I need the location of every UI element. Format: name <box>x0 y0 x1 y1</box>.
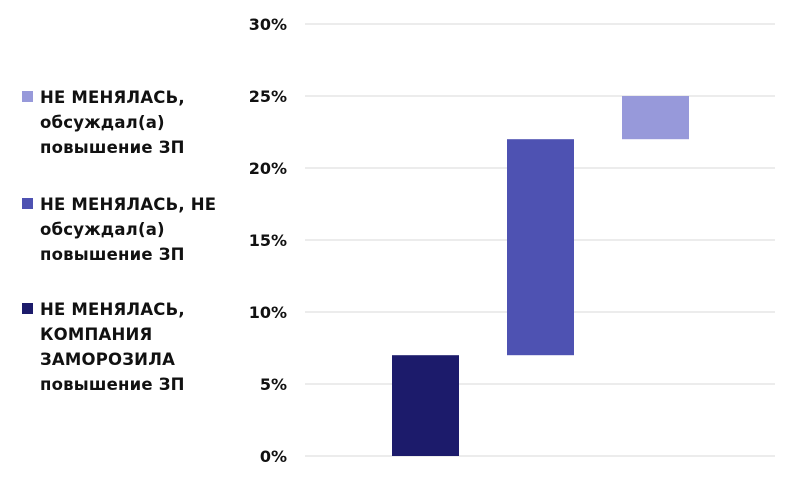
y-axis-tick-labels: 0% 5% 10% 15% 20% 25% 30% <box>249 15 287 466</box>
legend-swatch <box>22 303 33 314</box>
legend-label-line: ЗАМОРОЗИЛА <box>40 350 176 369</box>
y-tick-label: 30% <box>249 15 287 34</box>
y-tick-label: 0% <box>260 447 287 466</box>
bars <box>392 96 689 456</box>
y-tick-label: 5% <box>260 375 287 394</box>
legend-label-line: повышение ЗП <box>40 245 185 264</box>
legend-label: НЕ МЕНЯЛАСЬ, НЕ обсуждал(а) повышение ЗП <box>40 192 240 267</box>
bar <box>507 139 574 356</box>
legend-label: НЕ МЕНЯЛАСЬ, обсуждал(а) повышение ЗП <box>40 85 240 160</box>
legend-swatch <box>22 198 33 209</box>
bar <box>392 355 459 456</box>
legend-label-line: НЕ МЕНЯЛАСЬ, НЕ <box>40 195 217 214</box>
legend-label-line: КОМПАНИЯ <box>40 325 153 344</box>
y-tick-label: 15% <box>249 231 287 250</box>
legend-label-line: НЕ МЕНЯЛАСЬ, <box>40 88 185 107</box>
legend-label-line: обсуждал(а) <box>40 113 165 132</box>
legend-label-line: обсуждал(а) <box>40 220 165 239</box>
legend-label-line: повышение ЗП <box>40 375 185 394</box>
y-tick-label: 20% <box>249 159 287 178</box>
chart-legend: НЕ МЕНЯЛАСЬ, обсуждал(а) повышение ЗП НЕ… <box>0 0 240 480</box>
y-tick-label: 25% <box>249 87 287 106</box>
bar <box>622 96 689 140</box>
legend-label: НЕ МЕНЯЛАСЬ, КОМПАНИЯ ЗАМОРОЗИЛА повышен… <box>40 297 240 397</box>
legend-label-line: повышение ЗП <box>40 138 185 157</box>
y-tick-label: 10% <box>249 303 287 322</box>
legend-swatch <box>22 91 33 102</box>
legend-label-line: НЕ МЕНЯЛАСЬ, <box>40 300 185 319</box>
